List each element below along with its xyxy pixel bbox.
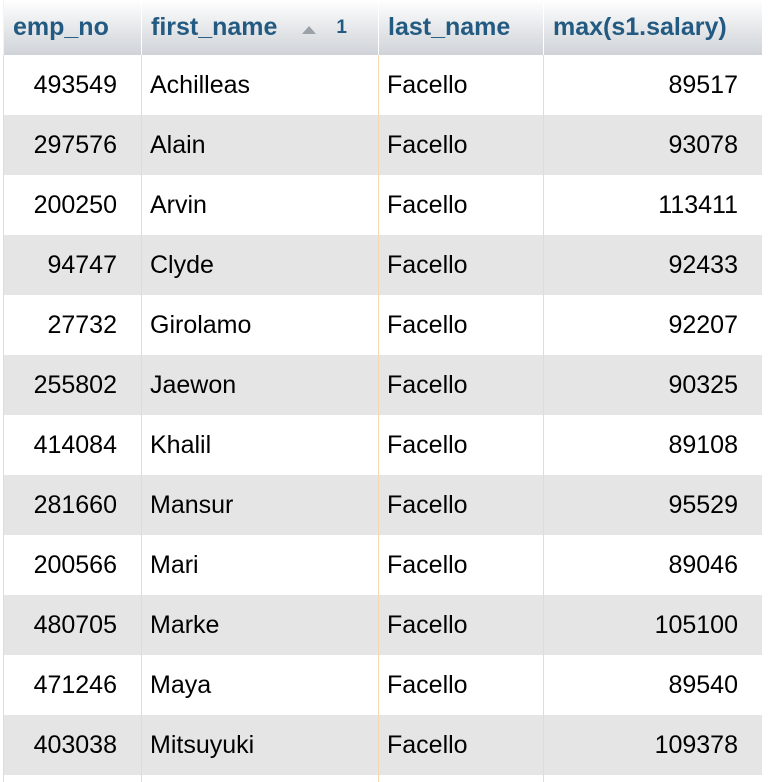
column-header-first-name[interactable]: first_name 1 [141,0,379,55]
cell-first-name[interactable]: Khalil [141,415,379,475]
cell-max-salary[interactable]: 89046 [543,535,762,595]
cell-emp-no[interactable]: 281660 [3,475,142,535]
table-header-row: emp_no first_name 1 last_name max(s1.sal… [3,0,762,55]
table-row[interactable]: 255802 Jaewon Facello 90325 [3,355,762,415]
cell-emp-no[interactable]: 27732 [3,295,142,355]
cell-emp-no[interactable]: 297576 [3,115,142,175]
table-row[interactable]: 403038 Mitsuyuki Facello 109378 [3,715,762,775]
cell-last-name[interactable] [378,775,544,782]
cell-last-name[interactable]: Facello [378,175,544,235]
cell-first-name[interactable]: Girolamo [141,295,379,355]
column-header-label[interactable]: first_name [151,13,278,41]
cell-emp-no[interactable]: 403038 [3,715,142,775]
cell-last-name[interactable]: Facello [378,115,544,175]
cell-max-salary[interactable]: 89540 [543,655,762,715]
results-table: emp_no first_name 1 last_name max(s1.sal… [3,0,762,782]
table-row[interactable]: 471246 Maya Facello 89540 [3,655,762,715]
table-body: 493549 Achilleas Facello 89517 297576 Alain Fa… [3,55,762,782]
cell-last-name[interactable]: Facello [378,655,544,715]
cell-max-salary[interactable]: 113411 [543,175,762,235]
cell-last-name[interactable]: Facello [378,535,544,595]
sort-ascending-icon[interactable] [302,26,317,35]
cell-emp-no[interactable]: 200250 [3,175,142,235]
cell-max-salary[interactable]: 90325 [543,355,762,415]
cell-emp-no[interactable]: 255802 [3,355,142,415]
cell-last-name[interactable]: Facello [378,55,544,115]
table-row[interactable]: 281660 Mansur Facello 95529 [3,475,762,535]
cell-last-name[interactable]: Facello [378,475,544,535]
table-row[interactable]: 493549 Achilleas Facello 89517 [3,55,762,115]
cell-first-name[interactable]: Mari [141,535,379,595]
cell-first-name[interactable]: Mitsuyuki [141,715,379,775]
cell-first-name[interactable]: Alain [141,115,379,175]
column-header-label[interactable]: max(s1.salary) [553,13,727,41]
cell-emp-no[interactable]: 493549 [3,55,142,115]
cell-last-name[interactable]: Facello [378,235,544,295]
cell-emp-no[interactable]: 480705 [3,595,142,655]
cell-max-salary[interactable]: 92433 [543,235,762,295]
cell-emp-no[interactable] [3,775,142,782]
cell-last-name[interactable]: Facello [378,595,544,655]
cell-max-salary[interactable]: 105100 [543,595,762,655]
cell-max-salary[interactable]: 89108 [543,415,762,475]
cell-last-name[interactable]: Facello [378,355,544,415]
table-row[interactable]: 200566 Mari Facello 89046 [3,535,762,595]
table-row[interactable]: 94747 Clyde Facello 92433 [3,235,762,295]
cell-emp-no[interactable]: 94747 [3,235,142,295]
cell-first-name[interactable]: Maya [141,655,379,715]
cell-last-name[interactable]: Facello [378,715,544,775]
cell-last-name[interactable]: Facello [378,415,544,475]
cell-first-name[interactable]: Clyde [141,235,379,295]
cell-first-name[interactable]: Marke [141,595,379,655]
cell-max-salary[interactable]: 89517 [543,55,762,115]
table-row[interactable]: 414084 Khalil Facello 89108 [3,415,762,475]
results-table-container: emp_no first_name 1 last_name max(s1.sal… [3,0,762,782]
cell-emp-no[interactable]: 200566 [3,535,142,595]
cell-first-name[interactable]: Mansur [141,475,379,535]
cell-first-name[interactable] [141,775,379,782]
sort-indicator[interactable]: 1 [302,17,347,39]
column-header-last-name[interactable]: last_name [378,0,544,55]
cell-max-salary[interactable]: 95529 [543,475,762,535]
cell-emp-no[interactable]: 471246 [3,655,142,715]
column-header-label[interactable]: emp_no [13,13,109,41]
cell-first-name[interactable]: Jaewon [141,355,379,415]
column-header-label[interactable]: last_name [388,13,511,41]
table-row[interactable]: 297576 Alain Facello 93078 [3,115,762,175]
table-row[interactable] [3,775,762,782]
column-header-max-salary[interactable]: max(s1.salary) [543,0,762,55]
table-row[interactable]: 480705 Marke Facello 105100 [3,595,762,655]
cell-max-salary[interactable]: 92207 [543,295,762,355]
table-row[interactable]: 27732 Girolamo Facello 92207 [3,295,762,355]
sort-order-number: 1 [336,17,347,39]
cell-first-name[interactable]: Arvin [141,175,379,235]
cell-last-name[interactable]: Facello [378,295,544,355]
cell-max-salary[interactable]: 93078 [543,115,762,175]
cell-max-salary[interactable]: 109378 [543,715,762,775]
cell-max-salary[interactable] [543,775,762,782]
cell-first-name[interactable]: Achilleas [141,55,379,115]
table-row[interactable]: 200250 Arvin Facello 113411 [3,175,762,235]
column-header-emp-no[interactable]: emp_no [3,0,142,55]
cell-emp-no[interactable]: 414084 [3,415,142,475]
